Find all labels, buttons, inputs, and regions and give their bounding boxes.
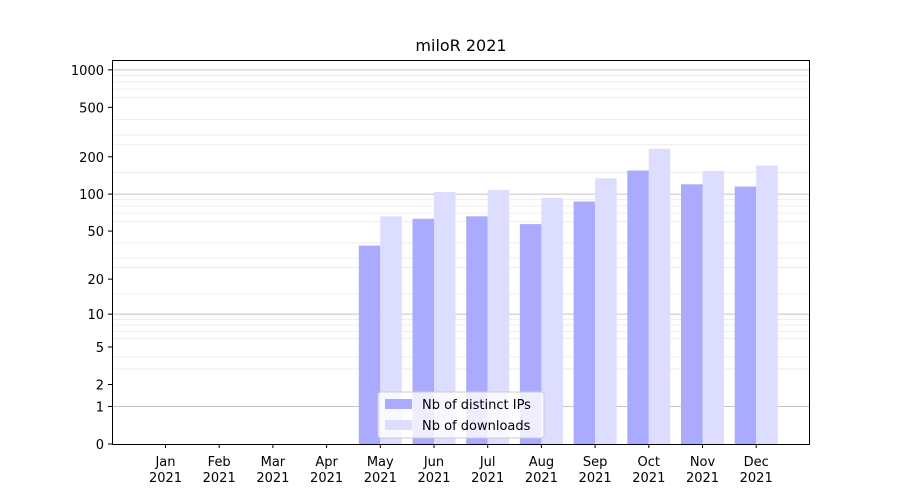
x-tick-label-year: 2021 [256,471,289,486]
y-tick-label: 20 [87,273,104,288]
bar-downloads [380,216,402,444]
x-tick-label-year: 2021 [310,471,343,486]
plot-frame [112,60,810,445]
bar-downloads [595,178,617,444]
legend-swatch [385,420,412,430]
x-tick-label-month: Sep [583,455,608,470]
y-tick-label: 500 [79,101,104,116]
y-tick-label: 200 [79,151,104,166]
x-tick-label-month: Mar [261,455,286,470]
x-tick-label-year: 2021 [149,471,182,486]
chart-title: miloR 2021 [415,36,506,55]
x-tick-label-month: May [367,455,394,470]
x-tick-label-year: 2021 [471,471,504,486]
bar-distinct-ips [519,224,542,444]
x-tick-label-month: Dec [744,455,769,470]
x-tick-label-month: Feb [208,455,231,470]
x-tick-label-year: 2021 [203,471,236,486]
bar-distinct-ips [681,184,703,444]
x-tick-label-month: Nov [690,455,716,470]
legend-swatch [385,399,412,409]
y-tick-label: 1 [96,400,104,415]
x-tick-label-year: 2021 [740,471,773,486]
y-tick-label: 2 [96,379,104,394]
bar-distinct-ips [734,186,757,444]
legend-label: Nb of distinct IPs [422,398,531,413]
x-tick-label-month: Jan [154,455,175,470]
legend-label: Nb of downloads [422,419,531,434]
x-tick-label-year: 2021 [632,471,665,486]
bar-downloads [434,191,456,444]
x-tick-label-year: 2021 [417,471,450,486]
bar-distinct-ips [627,170,649,445]
x-tick-label-month: Oct [638,455,660,470]
legend: Nb of distinct IPs Nb of downloads [377,391,545,439]
bar-downloads [756,165,778,444]
legend-box [377,391,545,439]
y-tick-label: 5 [96,341,104,356]
x-tick-label-month: Jun [423,455,444,470]
bar-downloads [487,189,510,444]
x-tick-label-month: Jul [479,455,496,470]
bar-downloads [702,170,724,445]
y-tick-label: 0 [96,438,104,453]
bar-distinct-ips [358,245,381,444]
bar-distinct-ips [573,201,596,444]
x-tick-label-year: 2021 [364,471,397,486]
x-tick-label-month: Apr [315,455,338,470]
x-tick-label-year: 2021 [525,471,558,486]
y-tick-label: 10 [87,308,104,323]
y-tick-label: 1000 [71,64,104,79]
bar-downloads [541,197,563,444]
bar-distinct-ips [466,216,488,444]
y-tick-label: 100 [79,188,104,203]
y-axis: 0 1 2 5 10 20 50 100 200 500 1000 [71,64,112,453]
y-tick-label: 50 [87,225,104,240]
x-tick-label-year: 2021 [686,471,719,486]
x-tick-label-year: 2021 [579,471,612,486]
bar-distinct-ips [412,218,434,444]
x-axis: Jan2021Feb2021Mar2021Apr2021May2021Jun20… [149,444,773,486]
x-tick-label-month: Aug [529,455,554,470]
bars [358,148,778,445]
bar-downloads [648,148,671,444]
